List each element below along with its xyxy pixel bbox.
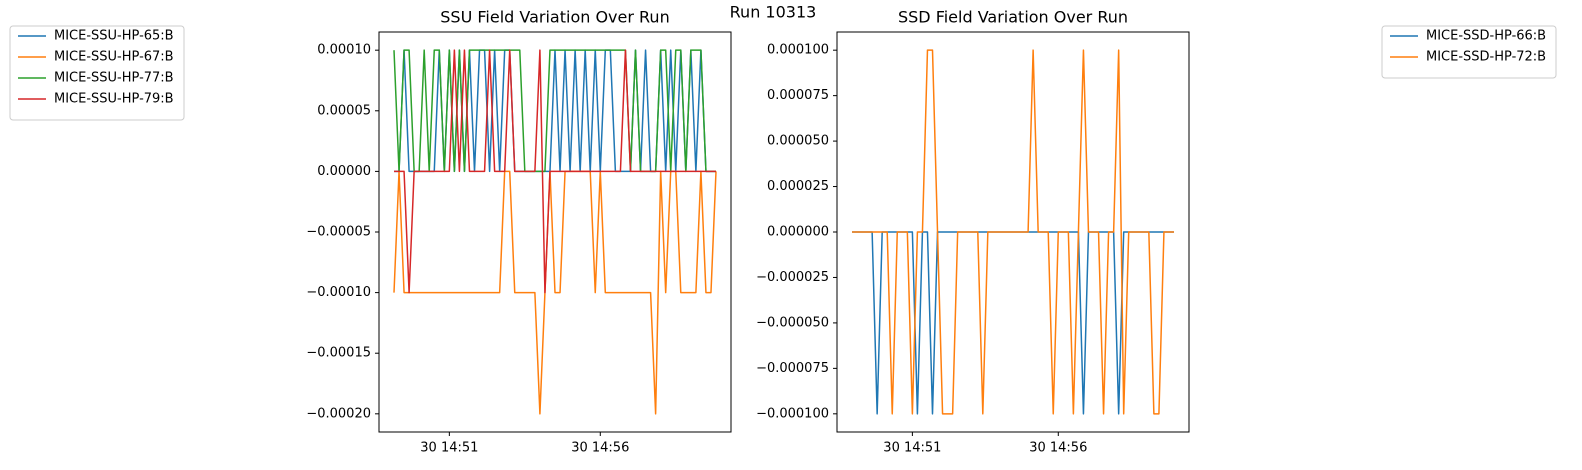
subplot-title: SSU Field Variation Over Run bbox=[440, 8, 669, 27]
legend-label: MICE-SSU-HP-67:B bbox=[54, 50, 174, 65]
y-tick-label: −0.000050 bbox=[756, 315, 829, 330]
y-tick-label: 0.000025 bbox=[767, 179, 829, 194]
y-tick-label: 0.000000 bbox=[767, 225, 829, 240]
y-tick-label: 0.000050 bbox=[767, 134, 829, 149]
axes-frame bbox=[836, 31, 1190, 433]
x-tick-label: 30 14:51 bbox=[420, 441, 478, 456]
y-tick-label: −0.00015 bbox=[306, 346, 371, 361]
y-tick-label: 0.000100 bbox=[767, 43, 829, 58]
legend-box bbox=[9, 25, 185, 121]
y-tick-label: 0.000075 bbox=[767, 88, 829, 103]
x-tick-label: 30 14:56 bbox=[571, 441, 629, 456]
y-tick-label: −0.00005 bbox=[306, 225, 371, 240]
y-tick-label: −0.000075 bbox=[756, 361, 829, 376]
figure-title: Run 10313 bbox=[730, 3, 817, 22]
subplot-title: SSD Field Variation Over Run bbox=[898, 8, 1128, 27]
legend-label: MICE-SSD-HP-66:B bbox=[1426, 29, 1546, 44]
series-line bbox=[393, 49, 716, 173]
y-tick-label: −0.00020 bbox=[306, 406, 371, 421]
y-tick-label: −0.000100 bbox=[756, 406, 829, 421]
y-tick-label: 0.00010 bbox=[317, 43, 371, 58]
y-tick-label: 0.00005 bbox=[317, 103, 371, 118]
x-tick-label: 30 14:56 bbox=[1029, 441, 1087, 456]
legend-label: MICE-SSU-HP-77:B bbox=[54, 71, 174, 86]
series-line bbox=[394, 49, 716, 294]
x-tick-label: 30 14:51 bbox=[883, 441, 941, 456]
legend-label: MICE-SSU-HP-65:B bbox=[54, 29, 174, 44]
y-tick-label: −0.00010 bbox=[306, 285, 371, 300]
legend-label: MICE-SSU-HP-79:B bbox=[54, 92, 174, 107]
y-tick-label: −0.000025 bbox=[756, 270, 829, 285]
legend-label: MICE-SSD-HP-72:B bbox=[1426, 50, 1546, 65]
y-tick-label: 0.00000 bbox=[317, 164, 371, 179]
legend-box bbox=[1381, 25, 1557, 79]
series-line bbox=[393, 170, 717, 415]
series-line bbox=[852, 49, 1174, 415]
axes-frame bbox=[378, 31, 732, 433]
